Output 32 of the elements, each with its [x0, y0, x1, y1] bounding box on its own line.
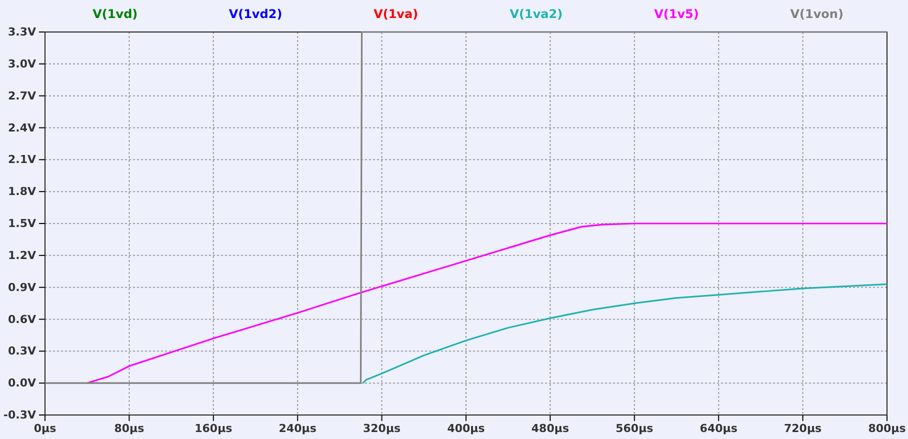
line-series — [86, 222, 888, 384]
legend-label: V(1va) — [374, 7, 418, 21]
series-label: V(1von) — [790, 7, 844, 21]
x-tick-label: 800µs — [868, 422, 906, 435]
x-tick-label: 640µs — [700, 422, 738, 435]
y-tick-label: 3.3V — [8, 26, 36, 39]
legend-label: V(1vd) — [92, 7, 138, 21]
y-tick-label: 0.0V — [8, 376, 36, 390]
y-tick-label: 2.7V — [8, 89, 36, 102]
line-series — [362, 283, 888, 384]
y-tick-label: 3.0V — [8, 57, 36, 70]
x-tick-label: 560µs — [616, 422, 654, 435]
y-tick-label: 0.9V — [8, 280, 36, 294]
x-tick-label: 160µs — [194, 422, 233, 435]
y-tick-label: 0.3V — [8, 344, 36, 358]
y-tick-label: 2.1V — [8, 153, 36, 166]
x-tick-label: 320µs — [362, 422, 402, 435]
x-tick-label: 0µs — [34, 422, 57, 435]
y-tick-label: 1.2V — [8, 248, 36, 262]
x-tick-label: 480µs — [531, 422, 570, 435]
y-tick-label: 1.8V — [8, 185, 36, 198]
x-tick-label: 240µs — [278, 422, 317, 435]
y-tick-label: 1.5V — [8, 217, 36, 230]
x-tick-label: 720µs — [784, 422, 822, 435]
x-tick-label: 80µs — [114, 422, 145, 435]
legend-label: V(1vd2) — [228, 7, 282, 21]
y-tick-label: 0.6V — [8, 312, 36, 326]
x-tick-label: 400µs — [447, 422, 486, 435]
y-tick-label: 2.4V — [8, 121, 36, 134]
text: V(1v5) — [654, 7, 699, 21]
y-tick-label: -0.3V — [3, 408, 36, 422]
text: V(1va2) — [510, 7, 563, 21]
